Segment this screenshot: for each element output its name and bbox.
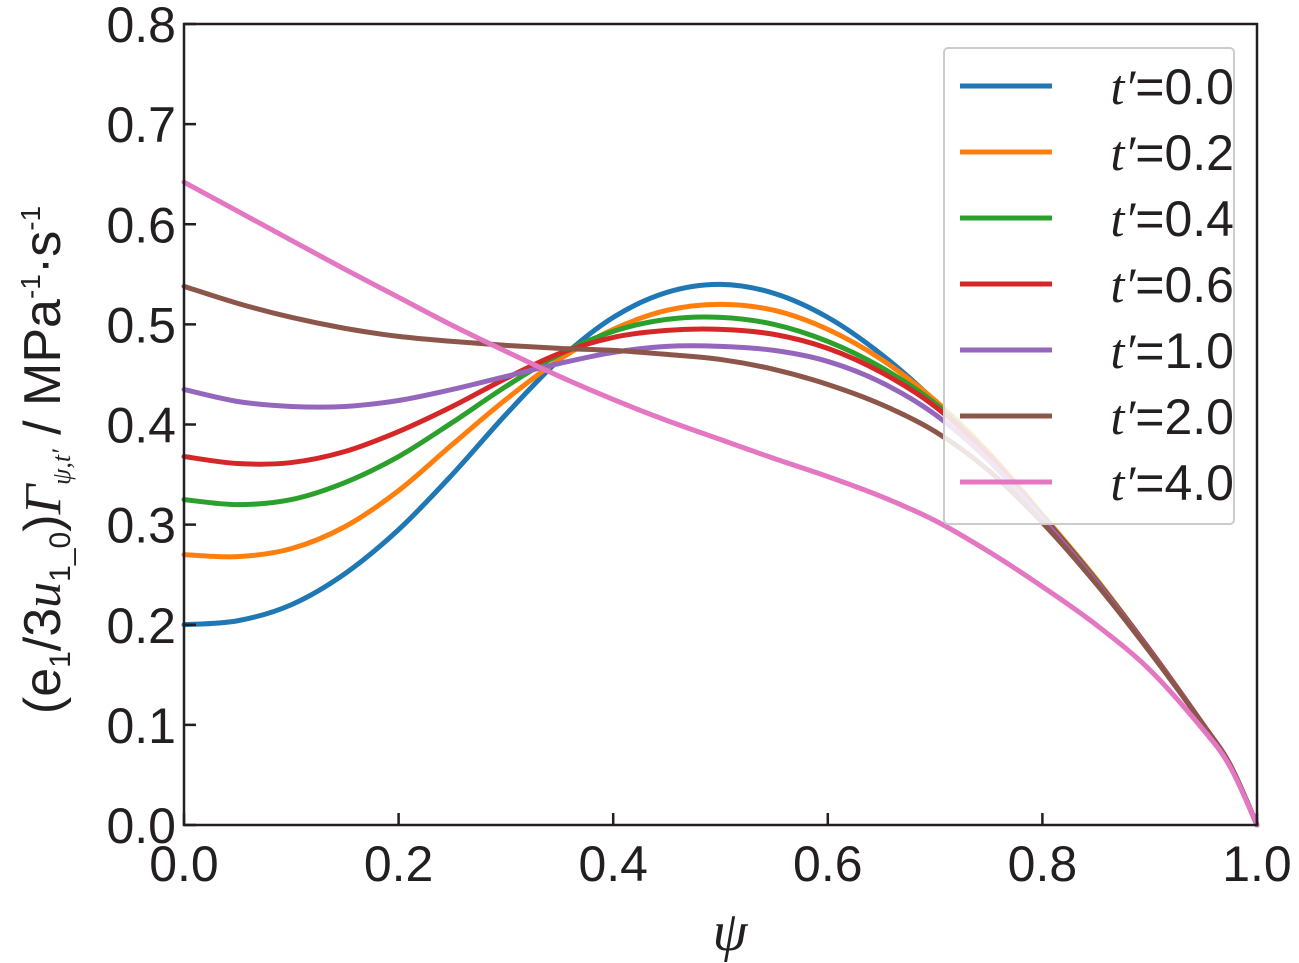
y-tick-label: 0.4	[106, 398, 176, 454]
x-tick-label: 0.6	[793, 836, 863, 892]
y-title-sub1: 1	[44, 651, 77, 668]
series-lines	[181, 179, 1260, 828]
y-title-mid: /3	[14, 608, 72, 651]
series-line-6	[181, 179, 1260, 828]
y-tick-label: 0.8	[106, 0, 176, 53]
y-tick-label: 0.7	[106, 97, 176, 153]
y-tick-label: 0.2	[106, 598, 176, 654]
x-tick-label: 0.2	[364, 836, 434, 892]
legend-label-5: t′=2.0	[1110, 389, 1234, 445]
legend-label-0: t′=0.0	[1110, 59, 1234, 115]
series-line-5	[181, 283, 1260, 828]
y-tick-label: 0.5	[106, 297, 176, 353]
y-axis-title: (e1/3u1_0)Γψ,t′ / MPa-1·s-1	[14, 206, 77, 714]
y-title-exp2: -1	[15, 206, 46, 231]
y-title-sub2: 1_0	[44, 532, 77, 582]
tick-labels: 0.0 0.2 0.4 0.6 0.8 1.0 0.0 0.1 0.2 0.3 0.4 0.5 0.6 0…	[106, 0, 1291, 892]
svg-text:(e1/3u1_0)Γψ,t′ / MPa-1·s-1: (e1/3u1_0)Γψ,t′ / MPa-1·s-1	[14, 206, 77, 714]
y-tick-label: 0.6	[106, 197, 176, 253]
legend-label-2: t′=0.4	[1110, 191, 1234, 247]
y-title-exp1: -1	[15, 274, 46, 299]
legend-label-6: t′=4.0	[1110, 455, 1234, 511]
y-title-unit: / MPa	[14, 299, 72, 449]
y-tick-label: 0.1	[106, 698, 176, 754]
y-title-gamma: Γ	[15, 482, 72, 515]
y-title-open: (e	[14, 668, 72, 714]
axis-ticks	[182, 22, 1259, 827]
legend: t′=0.0 t′=0.2 t′=0.4 t′=0.6 t′=1.0 t′=2.0 t′=4…	[943, 47, 1235, 525]
x-tick-label: 1.0	[1222, 836, 1292, 892]
y-tick-label: 0.3	[106, 498, 176, 554]
legend-label-4: t′=1.0	[1110, 323, 1234, 379]
x-tick-label: 0.8	[1008, 836, 1078, 892]
y-title-u: u	[15, 582, 72, 608]
legend-label-3: t′=0.6	[1110, 257, 1234, 313]
y-title-gamma-sub: ψ,t′	[47, 449, 76, 485]
legend-frame	[943, 47, 1235, 525]
x-tick-label: 0.4	[578, 836, 648, 892]
x-axis-title: ψ	[713, 901, 749, 963]
y-tick-label: 0.0	[106, 798, 176, 854]
y-title-dot-s: ·s	[14, 231, 72, 274]
y-title-close: )	[14, 514, 72, 531]
x-tick-label: 0.0	[149, 836, 219, 892]
legend-label-1: t′=0.2	[1110, 125, 1234, 181]
